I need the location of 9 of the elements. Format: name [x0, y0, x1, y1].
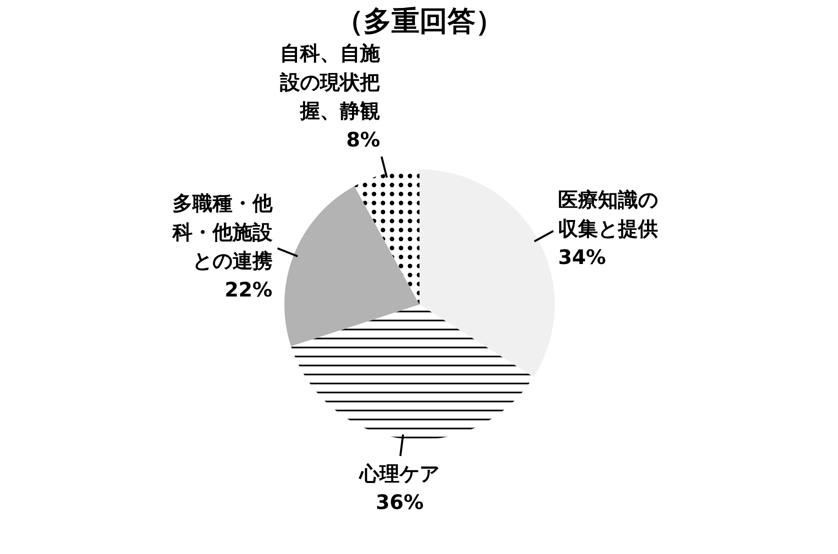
- slice-label: 心理ケア: [358, 461, 440, 486]
- data-label: 22%: [224, 278, 272, 302]
- slice-label: 医療知識の収集と提供: [558, 188, 658, 240]
- slice-label: 多職種・他科・他施設との連携: [171, 191, 274, 273]
- chart-title: （多重回答）: [336, 4, 504, 38]
- data-label: 8%: [346, 127, 380, 152]
- slice-label: 自科、自施設の現状把握、静観: [279, 41, 380, 123]
- data-label: 36%: [376, 490, 424, 514]
- data-label: 34%: [558, 245, 606, 270]
